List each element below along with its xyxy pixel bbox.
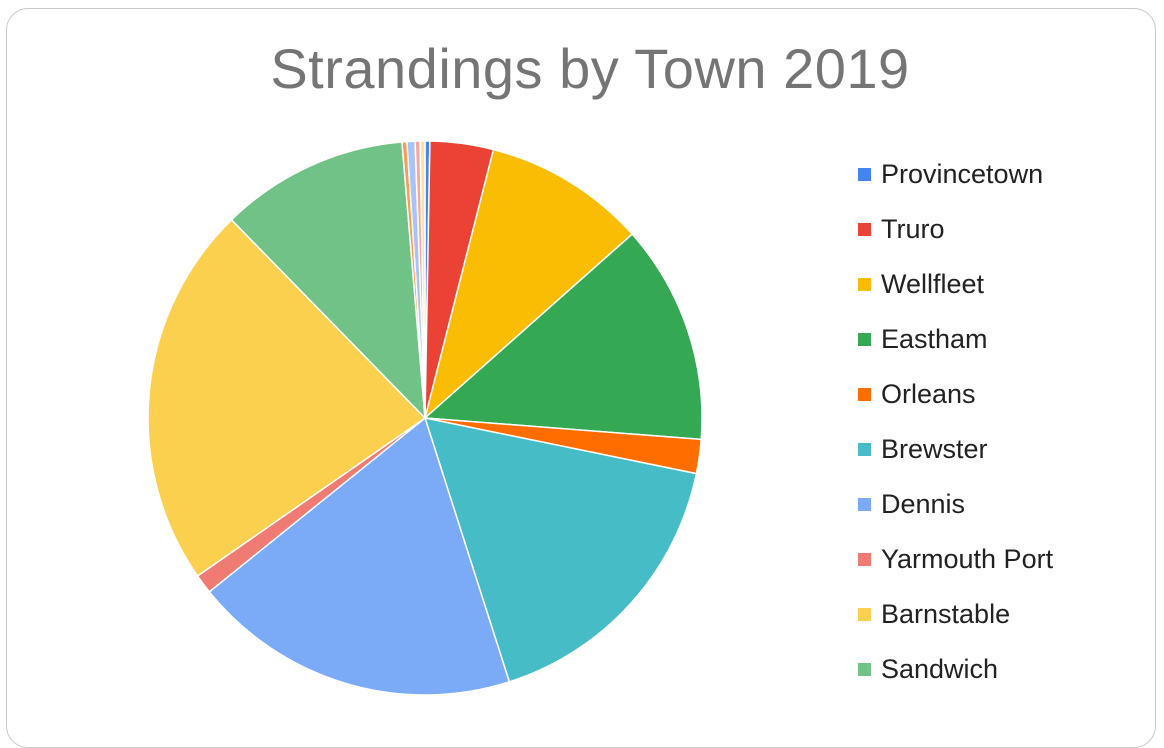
legend-swatch	[858, 278, 871, 291]
legend-label: Orleans	[881, 379, 976, 410]
legend-item-truro: Truro	[858, 202, 1148, 257]
legend-item-barnstable: Barnstable	[858, 587, 1148, 642]
legend-label: Yarmouth Port	[881, 544, 1053, 575]
legend-label: Wellfleet	[881, 269, 984, 300]
legend-label: Barnstable	[881, 599, 1010, 630]
legend-item-brewster: Brewster	[858, 422, 1148, 477]
legend-swatch	[858, 553, 871, 566]
legend-swatch	[858, 498, 871, 511]
legend-item-yarmouth-port: Yarmouth Port	[858, 532, 1148, 587]
legend-item-orleans: Orleans	[858, 367, 1148, 422]
legend-label: Provincetown	[881, 159, 1043, 190]
legend-label: Brewster	[881, 434, 988, 465]
legend: Provincetown Truro Wellfleet Eastham Orleans…	[858, 147, 1148, 697]
legend-item-sandwich: Sandwich	[858, 642, 1148, 697]
legend-label: Eastham	[881, 324, 988, 355]
legend-swatch	[858, 388, 871, 401]
legend-label: Dennis	[881, 489, 965, 520]
legend-label: Sandwich	[881, 654, 998, 685]
legend-swatch	[858, 663, 871, 676]
legend-item-provincetown: Provincetown	[858, 147, 1148, 202]
legend-swatch	[858, 168, 871, 181]
legend-item-eastham: Eastham	[858, 312, 1148, 367]
legend-item-dennis: Dennis	[858, 477, 1148, 532]
legend-swatch	[858, 443, 871, 456]
legend-swatch	[858, 608, 871, 621]
legend-swatch	[858, 333, 871, 346]
legend-label: Truro	[881, 214, 945, 245]
legend-item-wellfleet: Wellfleet	[858, 257, 1148, 312]
legend-swatch	[858, 223, 871, 236]
